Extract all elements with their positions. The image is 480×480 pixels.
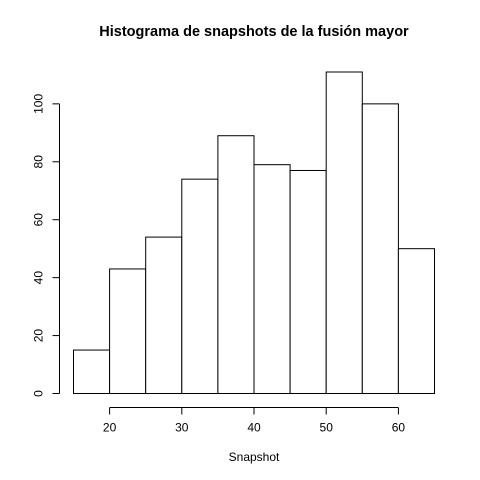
x-tick-label: 30	[175, 421, 189, 435]
x-tick-label: 40	[247, 421, 261, 435]
histogram-bar	[73, 349, 111, 394]
histogram-bar	[253, 164, 291, 394]
y-tick-label: 40	[32, 271, 46, 285]
y-tick-label: 80	[32, 155, 46, 169]
histogram-bar	[397, 248, 435, 394]
x-tick-label: 20	[103, 421, 117, 435]
y-axis: 0 20 40 60 80 100	[32, 94, 60, 397]
histogram-bar	[145, 236, 183, 394]
histogram-bar	[361, 103, 399, 395]
y-tick-label: 0	[32, 390, 46, 397]
y-tick-label: 20	[32, 329, 46, 343]
x-tick-label: 60	[392, 421, 406, 435]
histogram-bar	[289, 169, 327, 394]
histogram-bar	[217, 135, 255, 394]
x-axis: 20 30 40 50 60	[103, 407, 406, 435]
x-axis-label: Snapshot	[229, 450, 280, 464]
histogram-bar	[325, 71, 363, 394]
y-tick-label: 100	[32, 94, 46, 114]
chart-title: Histograma de snapshots de la fusión may…	[99, 24, 409, 40]
x-tick-label: 50	[320, 421, 334, 435]
histogram-bar	[109, 268, 147, 394]
y-tick-label: 60	[32, 213, 46, 227]
histogram-bar	[181, 178, 219, 394]
bars-group	[73, 71, 435, 395]
